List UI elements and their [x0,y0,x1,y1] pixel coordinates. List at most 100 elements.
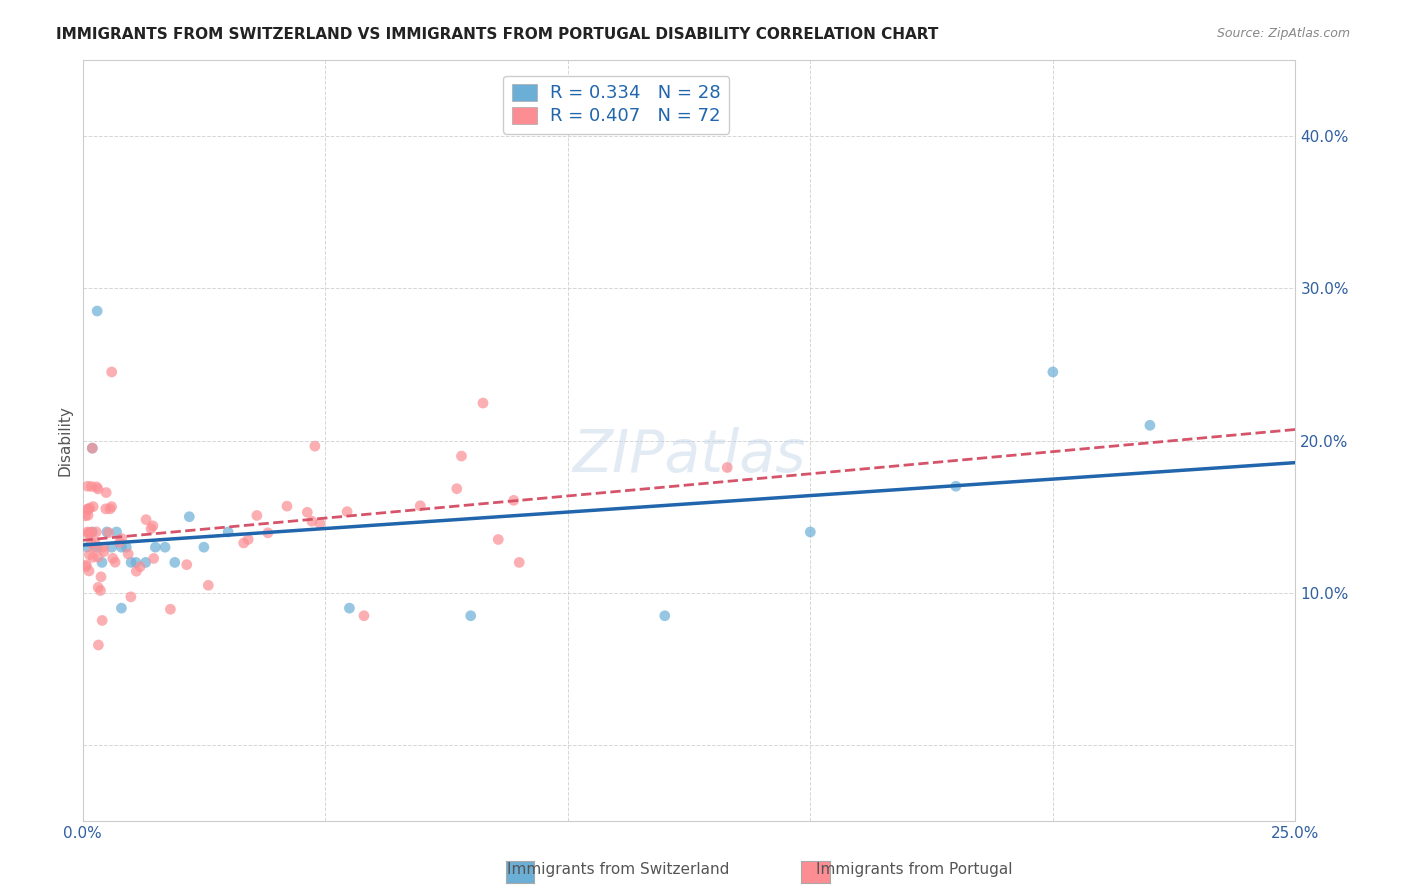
Point [257,525,280,540]
Point [945,479,967,493]
Point [238,533,260,547]
Point [86,540,108,554]
Point [153,540,176,554]
Point [77,564,100,578]
Point [110,540,132,554]
Point [142,551,165,566]
Point [80,479,103,493]
Legend: R = 0.334   N = 28, R = 0.407   N = 72: R = 0.334 N = 28, R = 0.407 N = 72 [503,76,730,134]
Point [115,540,138,554]
Point [76,502,98,516]
Point [460,608,482,623]
Point [96,524,118,539]
Point [84,535,107,549]
Point [87,638,110,652]
Point [101,551,124,566]
Point [84,524,107,539]
Point [75,559,97,574]
Point [86,304,108,318]
Point [104,555,127,569]
Text: ZIPatlas: ZIPatlas [572,427,806,484]
Point [716,460,738,475]
Point [217,524,239,539]
Y-axis label: Disability: Disability [58,405,72,476]
Point [82,441,104,455]
Text: Source: ZipAtlas.com: Source: ZipAtlas.com [1216,27,1350,40]
Point [163,556,186,570]
Point [276,499,298,513]
Point [135,513,157,527]
Point [120,590,142,604]
Point [93,544,115,558]
Point [1139,418,1161,433]
Point [125,556,148,570]
Point [96,485,118,500]
Text: IMMIGRANTS FROM SWITZERLAND VS IMMIGRANTS FROM PORTUGAL DISABILITY CORRELATION C: IMMIGRANTS FROM SWITZERLAND VS IMMIGRANT… [56,27,939,42]
Point [94,501,117,516]
Point [91,556,114,570]
Point [446,482,468,496]
Point [79,548,101,562]
Point [76,524,98,539]
Point [142,519,165,533]
Point [86,480,108,494]
Point [77,508,100,523]
Point [77,502,100,516]
Point [179,509,201,524]
Point [339,601,361,615]
Point [110,601,132,615]
Point [353,608,375,623]
Point [100,500,122,514]
Text: Immigrants from Switzerland: Immigrants from Switzerland [508,863,730,877]
Point [90,570,112,584]
Point [129,559,152,574]
Point [450,449,472,463]
Point [508,556,530,570]
Point [87,580,110,594]
Point [82,524,104,539]
Point [100,540,122,554]
Point [409,499,432,513]
Point [111,532,134,546]
Point [105,524,128,539]
Point [80,525,103,540]
Point [77,526,100,541]
Point [75,508,97,523]
Point [139,522,162,536]
Point [309,516,332,531]
Point [246,508,269,523]
Point [87,549,110,564]
Point [79,501,101,516]
Point [336,505,359,519]
Point [135,556,157,570]
Point [75,558,97,572]
Point [100,365,122,379]
Point [82,550,104,565]
Point [197,578,219,592]
Point [297,505,319,519]
Point [502,493,524,508]
Point [301,514,323,528]
Point [80,535,103,549]
Text: Immigrants from Portugal: Immigrants from Portugal [815,863,1012,877]
Point [91,541,114,555]
Point [76,479,98,493]
Point [76,540,98,554]
Point [193,540,215,554]
Point [472,396,495,410]
Point [87,482,110,496]
Point [654,608,676,623]
Point [89,583,111,598]
Point [98,501,121,516]
Point [486,533,509,547]
Point [108,535,131,549]
Point [159,602,181,616]
Point [799,524,821,539]
Point [82,441,104,455]
Point [304,439,326,453]
Point [176,558,198,572]
Point [117,547,139,561]
Point [77,525,100,540]
Point [82,500,104,514]
Point [97,525,120,540]
